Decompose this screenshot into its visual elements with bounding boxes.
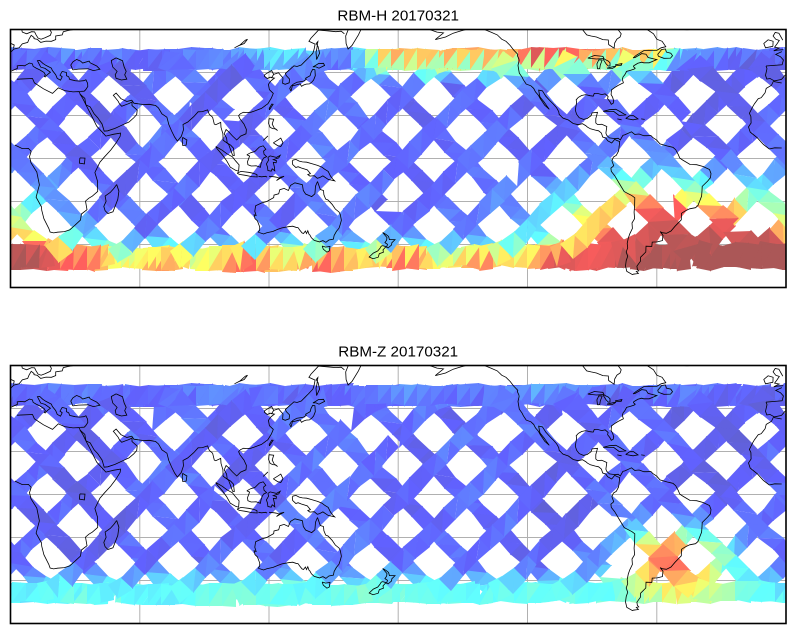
svg-text:RBM-H 20170321: RBM-H 20170321: [337, 8, 459, 25]
svg-text:RBM-Z 20170321: RBM-Z 20170321: [338, 344, 458, 361]
